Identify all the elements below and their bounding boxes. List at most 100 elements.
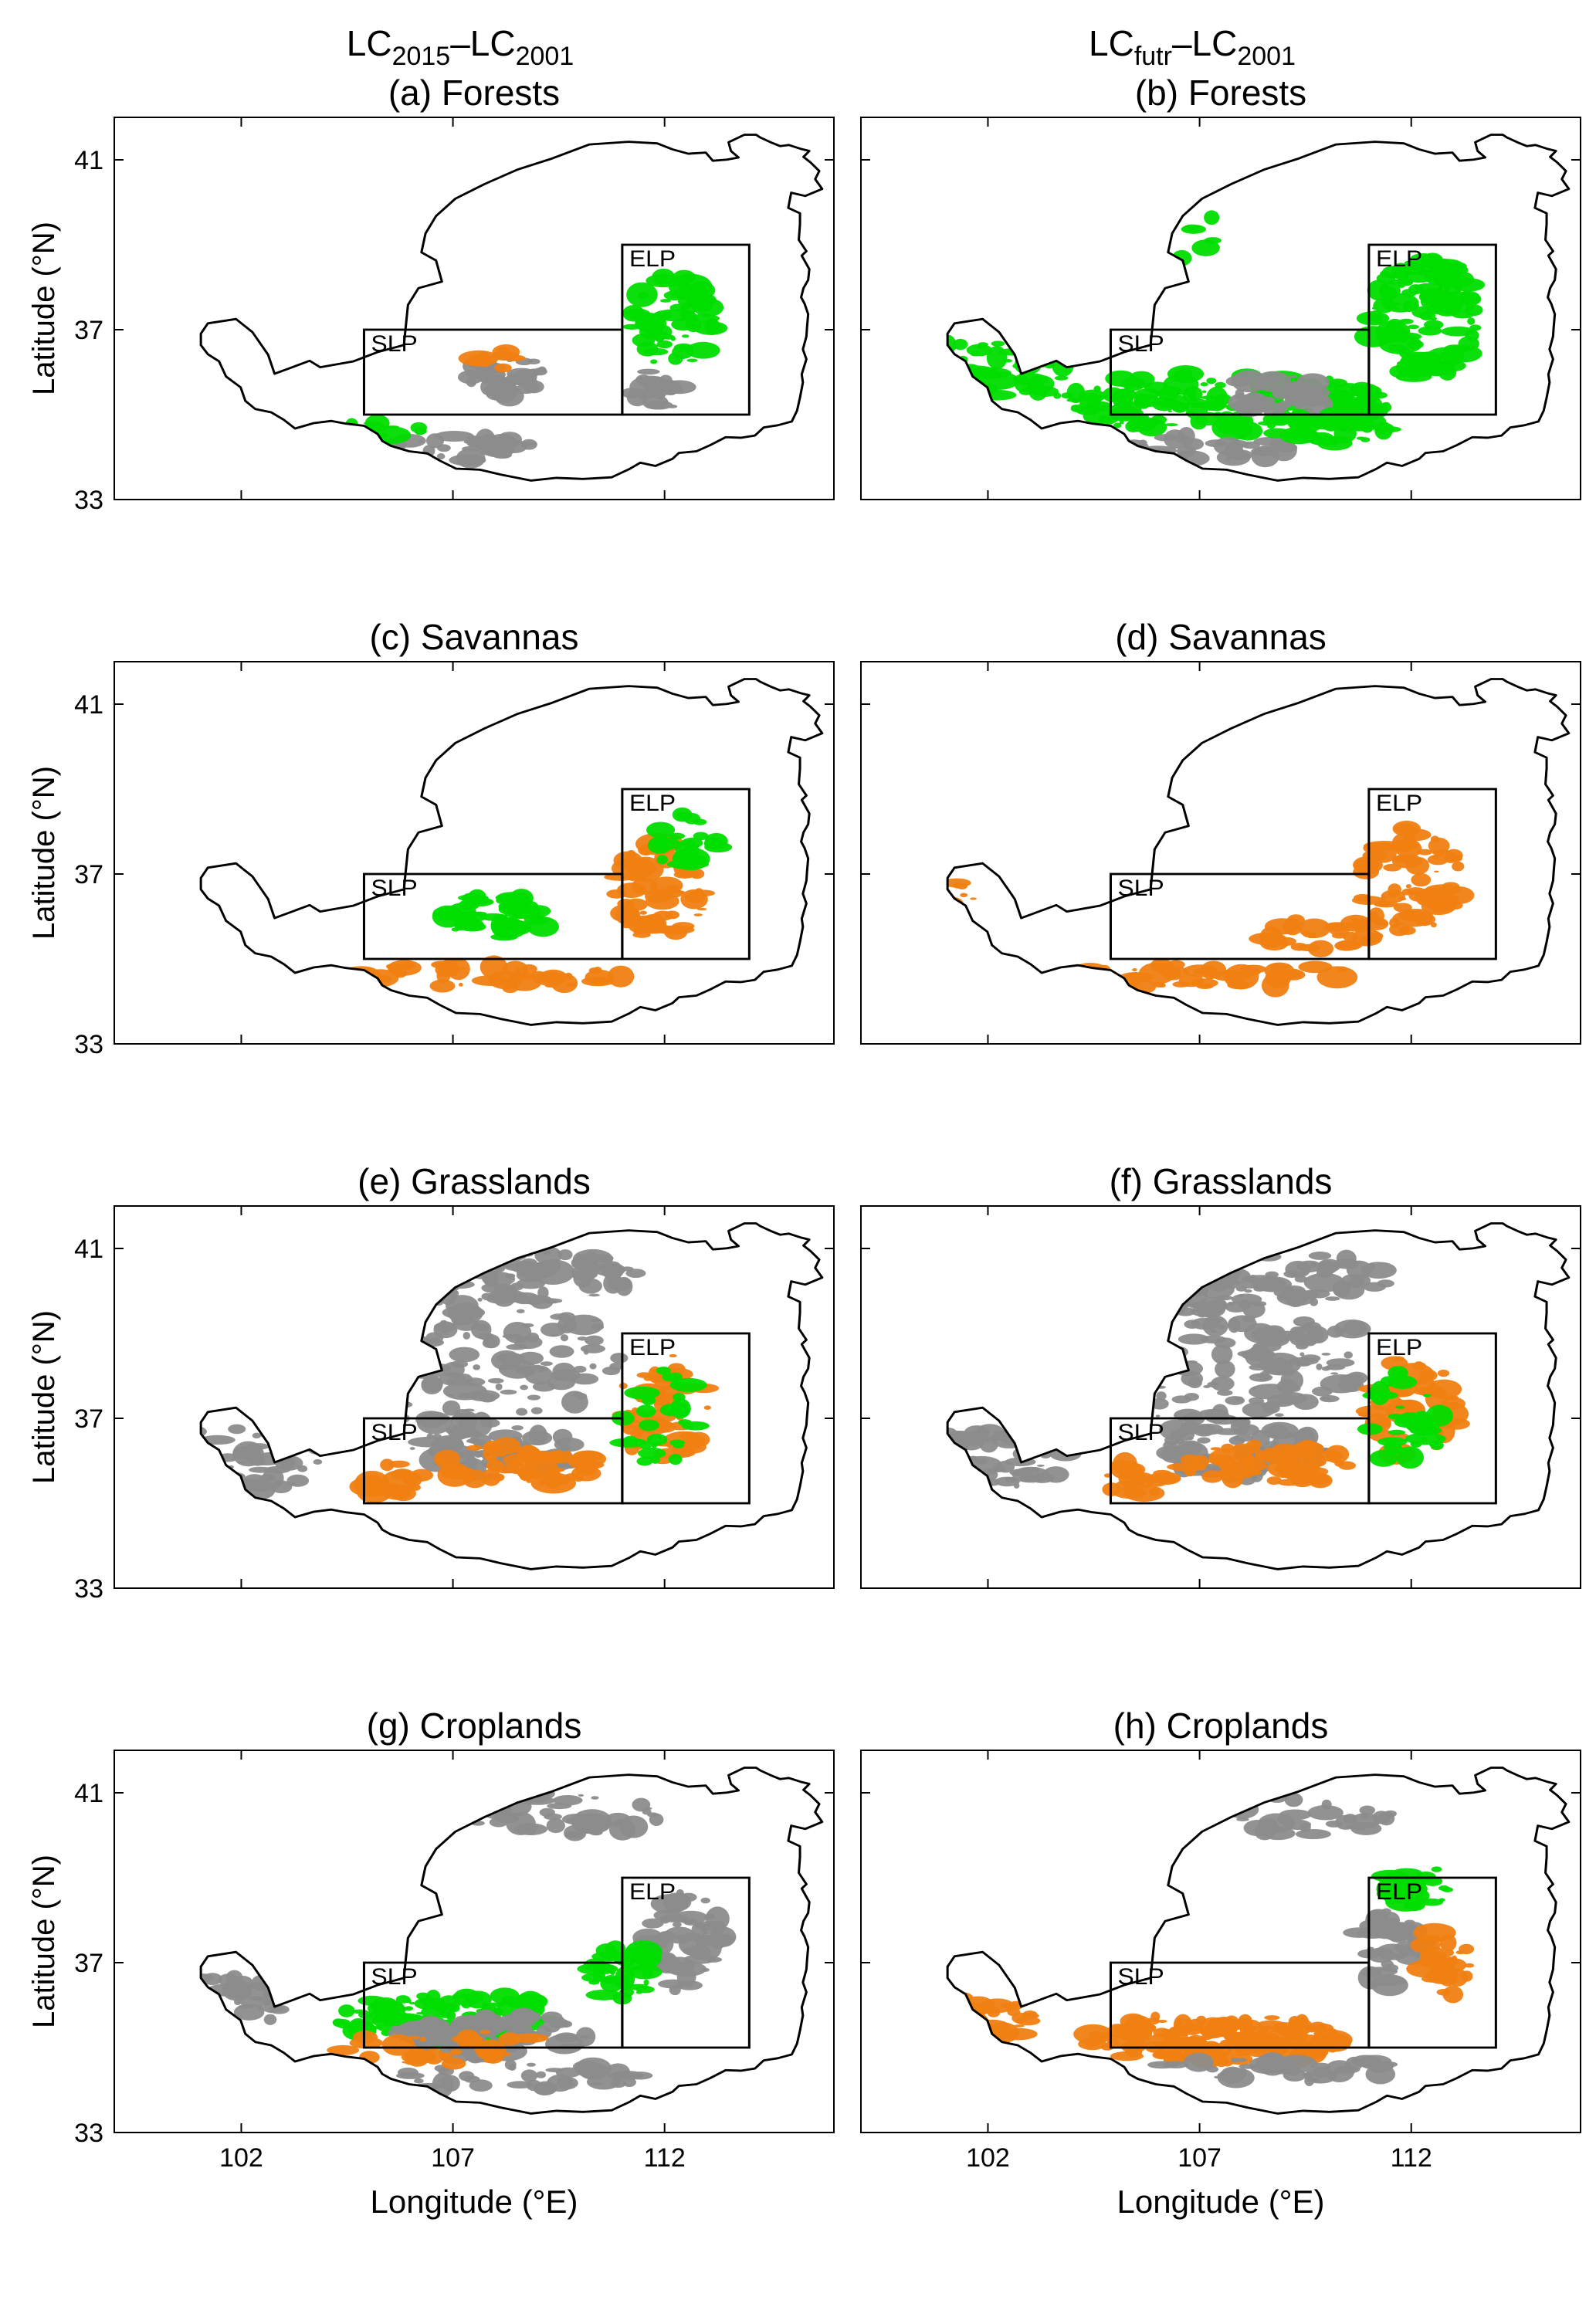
unchanged-patch xyxy=(996,1461,1015,1473)
unchanged-patch xyxy=(561,1443,571,1451)
unchanged-patch xyxy=(1201,1336,1226,1344)
loss-patch xyxy=(1415,1361,1424,1367)
loss-patch xyxy=(1126,1475,1140,1480)
gain-patch xyxy=(688,281,716,299)
unchanged-patch xyxy=(1249,1364,1268,1370)
region-label-slp: SLP xyxy=(1118,1964,1164,1990)
loss-patch xyxy=(1132,968,1137,971)
unchanged-patch xyxy=(529,1425,547,1445)
unchanged-patch xyxy=(590,1274,597,1277)
unchanged-patch xyxy=(1325,1296,1340,1301)
loss-patch xyxy=(953,882,963,889)
gain-patch xyxy=(1460,290,1472,304)
loss-patch xyxy=(1461,1970,1472,1981)
gain-patch xyxy=(1283,429,1318,441)
gain-patch xyxy=(671,337,676,341)
unchanged-patch xyxy=(228,1425,246,1435)
unchanged-patch xyxy=(1205,1409,1230,1424)
unchanged-patch xyxy=(265,1466,291,1474)
loss-patch xyxy=(1393,821,1421,837)
panel-title: (d) Savannas xyxy=(1115,617,1327,657)
gain-patch xyxy=(1190,414,1207,430)
unchanged-patch xyxy=(516,1296,527,1304)
unchanged-patch xyxy=(513,378,522,382)
y-tick-label: 33 xyxy=(74,2119,103,2148)
loss-patch xyxy=(479,351,490,361)
unchanged-patch xyxy=(547,1818,565,1833)
unchanged-patch xyxy=(1156,1391,1166,1400)
gain-patch xyxy=(496,892,530,903)
unchanged-patch xyxy=(561,1334,568,1341)
axes-frame xyxy=(114,662,834,1044)
gain-patch xyxy=(970,351,980,356)
gain-patch xyxy=(1372,307,1377,310)
loss-patch xyxy=(639,924,648,929)
unchanged-patch xyxy=(713,1921,724,1924)
unchanged-patch xyxy=(554,2032,578,2042)
gain-patch xyxy=(337,2023,352,2029)
unchanged-patch xyxy=(585,1336,604,1346)
gain-patch xyxy=(1202,390,1207,393)
panel-title: (e) Grasslands xyxy=(357,1161,591,1201)
unchanged-patch xyxy=(466,1438,482,1443)
unchanged-patch xyxy=(526,1295,544,1306)
loss-patch xyxy=(1353,865,1379,879)
gain-patch xyxy=(1066,398,1082,402)
gain-patch xyxy=(1025,385,1041,392)
loss-patch xyxy=(1449,855,1462,862)
column-headers: LC2015–LC2001 LCfutr–LC2001 xyxy=(347,23,1296,71)
loss-patch xyxy=(388,970,395,973)
gain-patch xyxy=(1421,1437,1428,1442)
x-axis-label: Longitude (°E) xyxy=(371,2183,578,2220)
loss-patch xyxy=(1221,1444,1234,1453)
gain-patch xyxy=(636,1404,656,1418)
gain-patch xyxy=(1204,210,1219,225)
loss-patch xyxy=(442,1466,474,1476)
gain-patch xyxy=(503,899,513,906)
gain-patch xyxy=(358,2011,373,2019)
loss-patch xyxy=(1421,1975,1442,1982)
y-tick-label: 37 xyxy=(74,1404,103,1434)
unchanged-patch xyxy=(259,1474,276,1482)
unchanged-patch xyxy=(1322,1800,1332,1810)
unchanged-patch xyxy=(1283,1820,1311,1830)
loss-patch xyxy=(1438,1957,1445,1963)
gain-patch xyxy=(1389,365,1409,378)
y-axis-label: Latitude (°N) xyxy=(27,1855,61,2028)
region-label-slp: SLP xyxy=(371,1964,418,1990)
unchanged-patch xyxy=(434,431,474,442)
gain-patch xyxy=(438,1995,460,2013)
region-label-elp: ELP xyxy=(1376,1879,1422,1905)
y-axis-label: Latitude (°N) xyxy=(27,222,61,395)
gain-patch xyxy=(669,1454,683,1465)
gain-patch xyxy=(1383,402,1390,405)
unchanged-patch xyxy=(603,1265,616,1274)
unchanged-patch xyxy=(469,2079,493,2092)
gain-patch xyxy=(693,819,707,825)
unchanged-patch xyxy=(1309,1252,1332,1260)
unchanged-patch xyxy=(569,2084,575,2086)
unchanged-patch xyxy=(482,1272,515,1286)
loss-patch xyxy=(1153,1477,1170,1481)
unchanged-patch xyxy=(1346,2057,1363,2071)
gain-patch xyxy=(972,368,1012,378)
unchanged-patch xyxy=(1207,2066,1218,2072)
unchanged-patch xyxy=(514,1823,547,1835)
unchanged-patch xyxy=(418,439,423,443)
gain-patch xyxy=(1328,382,1338,391)
loss-patch xyxy=(1165,2031,1188,2041)
unchanged-patch xyxy=(239,1997,271,2007)
unchanged-patch xyxy=(704,1956,722,1962)
gain-patch xyxy=(659,851,665,853)
unchanged-patch xyxy=(511,1425,524,1431)
gain-patch xyxy=(639,1419,659,1431)
unchanged-patch xyxy=(437,444,451,452)
unchanged-patch xyxy=(700,1898,710,1904)
gain-patch xyxy=(668,352,683,364)
gain-patch xyxy=(650,1456,660,1464)
gain-patch xyxy=(373,2016,391,2027)
region-label-slp: SLP xyxy=(1118,1420,1164,1445)
loss-patch xyxy=(690,889,715,896)
loss-patch xyxy=(1309,2022,1327,2032)
gain-patch xyxy=(1425,347,1464,367)
